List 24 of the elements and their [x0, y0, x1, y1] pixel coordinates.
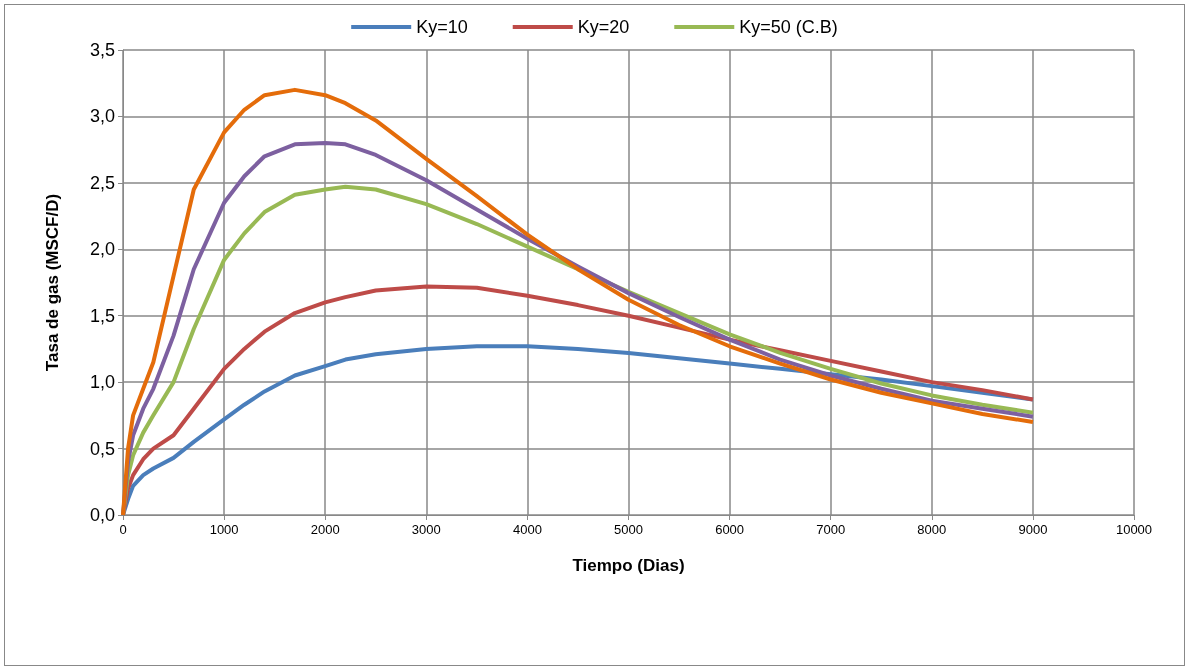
y-tick-label: 1,0	[89, 372, 115, 393]
x-tick-label: 2000	[310, 522, 340, 537]
x-tick-label: 1000	[209, 522, 239, 537]
y-tick-label: 2,5	[89, 172, 115, 193]
y-tick-label: 0,5	[89, 438, 115, 459]
x-tick-label: 10000	[1115, 522, 1153, 537]
legend-label: Ky=20	[577, 17, 630, 37]
x-tick-label: 5000	[614, 522, 643, 537]
y-tick-label: 0,0	[89, 505, 115, 525]
legend-label: Ky=10	[416, 17, 468, 37]
x-tick-label: 4000	[512, 522, 542, 537]
x-tick-label: 9000	[1018, 522, 1048, 537]
y-axis-title: Tasa de gas (MSCF/D)	[43, 193, 62, 372]
x-tick-label: 8000	[917, 522, 947, 537]
x-axis-title: Tiempo (Dias)	[572, 556, 685, 575]
x-tick-label: 6000	[715, 522, 745, 537]
x-tick-label: 3000	[411, 522, 441, 537]
legend-label: Ky=50 (C.B)	[739, 17, 838, 37]
y-tick-label: 3,0	[89, 106, 115, 127]
y-tick-label: 1,5	[89, 305, 115, 326]
y-tick-label: 3,5	[89, 40, 115, 60]
x-tick-label: 0	[119, 522, 127, 537]
x-tick-label: 7000	[816, 522, 846, 537]
y-tick-label: 2,0	[89, 239, 115, 260]
